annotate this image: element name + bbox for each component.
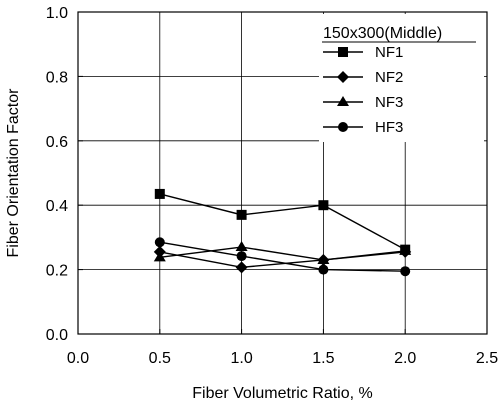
y-tick-label: 0.0: [46, 327, 68, 344]
legend-marker-nf1: [338, 47, 348, 57]
data-point-hf3: [154, 237, 165, 248]
data-point-nf3: [399, 244, 412, 255]
series-line-nf1: [159, 193, 406, 251]
y-tick-label: 0.4: [46, 198, 68, 215]
y-tick-label: 0.8: [46, 69, 68, 86]
plot-frame: [77, 11, 488, 335]
legend-label-hf3: HF3: [375, 119, 403, 136]
series-line-hf3: [159, 241, 406, 272]
series-nf3: [153, 241, 412, 264]
series-hf3: [154, 237, 411, 277]
data-point-nf3: [153, 251, 166, 262]
legend-label-nf3: NF3: [375, 94, 403, 111]
axis-ticks: 0.0 0.5 1.0 1.5 2.0 2.5 0.0 0.2 0.4 0.6 0.8 1.0: [46, 5, 498, 367]
y-axis-title: Fiber Orientation Factor: [5, 88, 22, 258]
legend-item-nf2: NF2: [323, 69, 403, 86]
x-tick-label: 2.5: [476, 350, 498, 367]
y-tick-label: 0.6: [46, 134, 68, 151]
data-point-hf3: [318, 264, 329, 275]
series-layer: [153, 188, 412, 277]
x-tick-label: 0.0: [67, 350, 89, 367]
data-point-nf3: [317, 253, 330, 264]
y-tick-label: 0.2: [46, 263, 68, 280]
legend-item-nf3: NF3: [323, 94, 403, 111]
series-nf1: [154, 188, 411, 255]
data-point-hf3: [236, 251, 247, 262]
x-tick-label: 2.0: [394, 350, 416, 367]
x-tick-label: 1.5: [312, 350, 334, 367]
legend-marker-nf3: [337, 96, 349, 106]
legend: 150x300(Middle) NF1 NF2 NF3 HF3: [319, 14, 484, 142]
x-tick-label: 0.5: [149, 350, 171, 367]
legend-marker-nf2: [337, 71, 349, 83]
data-point-nf1: [236, 209, 247, 220]
legend-title: 150x300(Middle): [323, 25, 442, 42]
data-point-hf3: [400, 266, 411, 277]
x-axis-title: Fiber Volumetric Ratio, %: [192, 385, 373, 402]
x-tick-label: 1.0: [230, 350, 252, 367]
y-tick-label: 1.0: [46, 5, 68, 22]
legend-item-nf1: NF1: [323, 44, 403, 61]
data-point-nf1: [154, 188, 165, 199]
legend-item-hf3: HF3: [323, 119, 403, 136]
data-point-nf3: [235, 241, 248, 252]
data-point-nf1: [318, 200, 329, 211]
legend-marker-hf3: [338, 122, 348, 132]
legend-label-nf2: NF2: [375, 69, 403, 86]
legend-label-nf1: NF1: [375, 44, 403, 61]
series-line-nf3: [159, 246, 406, 261]
data-point-nf2: [235, 261, 248, 274]
